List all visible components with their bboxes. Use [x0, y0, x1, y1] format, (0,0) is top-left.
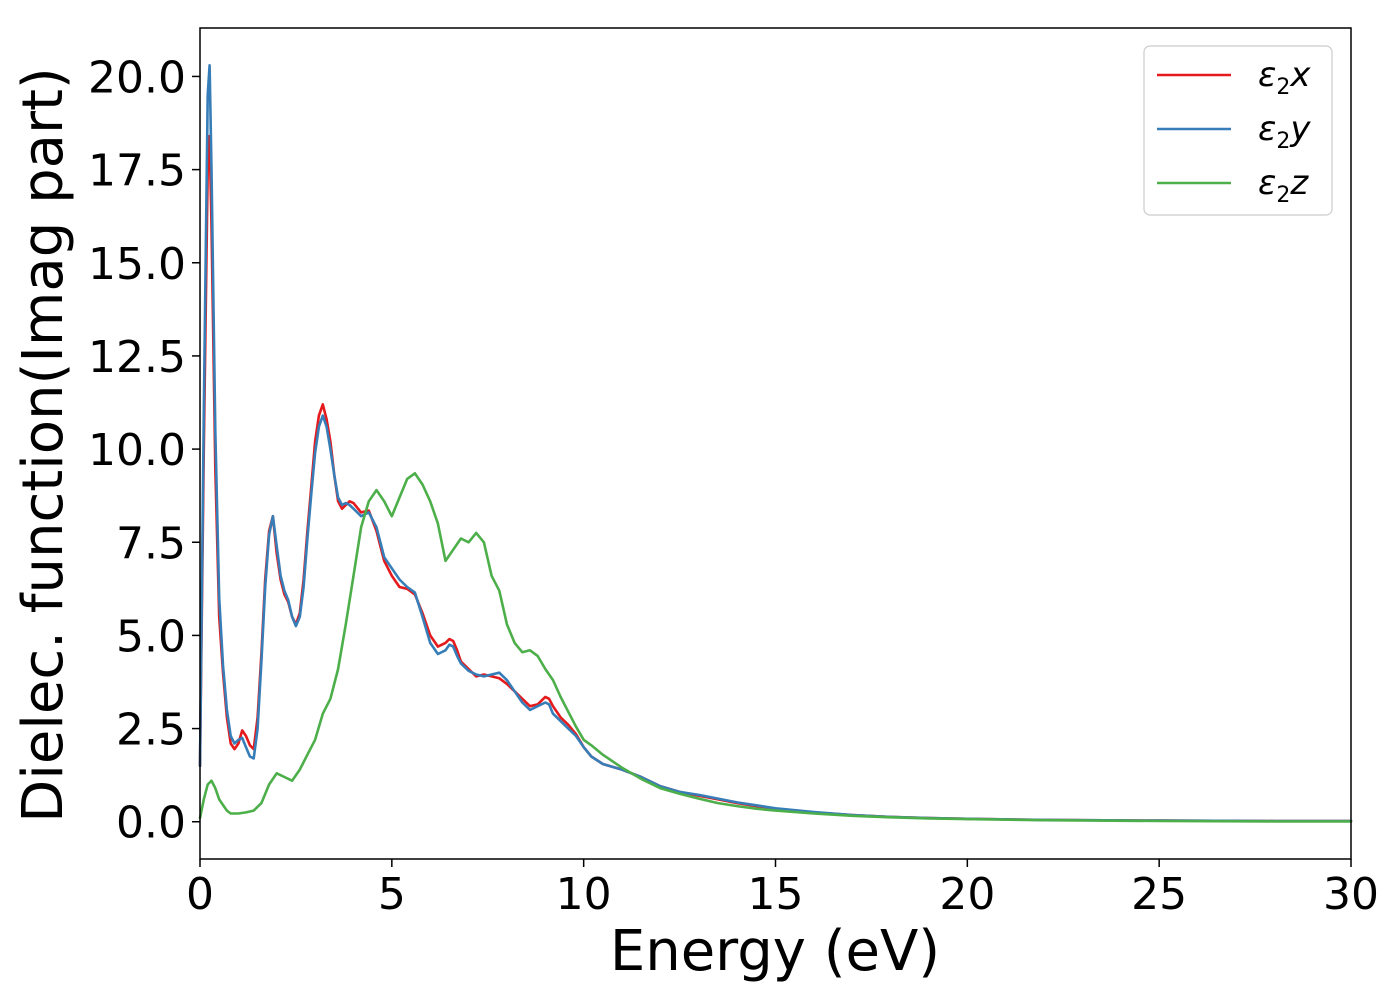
y-axis-ticks: 0.0 2.5 5.0 7.5 10.0 12.5 15.0 17.5 20.0 — [88, 52, 200, 849]
x-tick-label: 5 — [378, 869, 406, 920]
x-tick-label: 15 — [748, 869, 804, 920]
y-tick-label: 17.5 — [88, 146, 186, 197]
series-line-z — [198, 471, 1353, 823]
y-tick-label: 7.5 — [116, 518, 186, 569]
legend-label-z: ε2z — [1258, 163, 1309, 208]
y-tick-label: 0.0 — [116, 798, 186, 849]
x-axis-ticks: 0 5 10 15 20 25 30 — [186, 859, 1379, 920]
y-tick-label: 5.0 — [116, 611, 186, 662]
legend-box — [1143, 45, 1333, 216]
y-tick-label: 20.0 — [88, 52, 186, 103]
y-tick-label: 15.0 — [88, 239, 186, 290]
x-tick-label: 20 — [939, 869, 995, 920]
x-tick-label: 10 — [556, 869, 612, 920]
y-tick-label: 10.0 — [88, 425, 186, 476]
y-axis-label: Dielec. function(Imag part) — [11, 67, 76, 823]
x-tick-label: 0 — [186, 869, 214, 920]
legend-label-y: ε2y — [1258, 109, 1311, 154]
x-axis-label: Energy (eV) — [610, 919, 940, 984]
x-tick-label: 25 — [1131, 869, 1187, 920]
plot-lines-group — [198, 64, 1353, 823]
legend: ε2x ε2y ε2z — [1143, 45, 1333, 216]
legend-label-x: ε2x — [1258, 55, 1311, 100]
x-tick-label: 30 — [1323, 869, 1379, 920]
y-tick-label: 12.5 — [88, 332, 186, 383]
y-tick-label: 2.5 — [116, 705, 186, 756]
series-line-y — [198, 64, 1353, 823]
series-line-x — [198, 134, 1353, 823]
